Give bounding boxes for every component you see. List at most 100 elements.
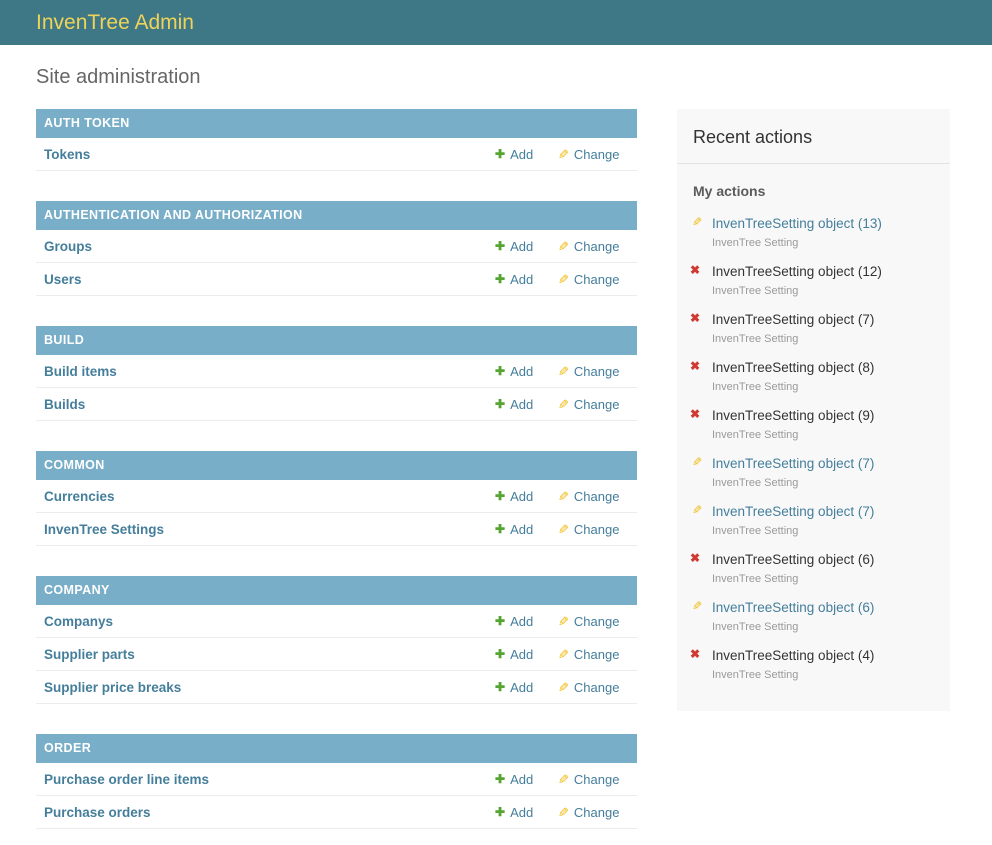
plus-icon: ✚ [495,364,506,378]
change-link[interactable]: ✎ Change [558,397,621,412]
model-link[interactable]: Companys [44,613,114,629]
model-row: Companys ✚ Add ✎ Change [36,605,637,638]
add-link-label: Add [510,613,534,629]
module-rows: Currencies ✚ Add ✎ Change InvenTree Settin… [36,480,637,546]
change-link-label: Change [573,646,620,662]
change-link[interactable]: ✎ Change [558,680,621,695]
change-link[interactable]: ✎ Change [558,805,621,820]
add-link-label: Add [510,488,534,504]
add-link-label: Add [510,146,534,162]
model-link[interactable]: Users [44,271,82,287]
model-link[interactable]: Tokens [44,146,91,162]
add-link[interactable]: ✚ Add [495,680,536,695]
pencil-icon: ✎ [692,455,703,469]
model-link[interactable]: Groups [44,238,93,254]
row-actions: ✚ Add ✎ Change [495,614,637,629]
add-link[interactable]: ✚ Add [495,239,536,254]
change-link-label: Change [573,679,620,695]
change-link-label: Change [573,488,620,504]
plus-icon: ✚ [495,272,506,286]
row-actions: ✚ Add ✎ Change [495,522,637,537]
change-link-label: Change [573,521,620,537]
app-module: AUTH TOKEN Tokens ✚ Add ✎ Change [36,109,637,171]
change-link[interactable]: ✎ Change [558,614,621,629]
pencil-icon: ✎ [558,613,569,629]
model-link[interactable]: InvenTree Settings [44,521,165,537]
model-link[interactable]: Supplier parts [44,646,135,662]
model-link[interactable]: Supplier price breaks [44,679,182,695]
recent-action-meta: InvenTree Setting [712,621,799,633]
change-link[interactable]: ✎ Change [558,772,621,787]
recent-action-item: ✖ InvenTreeSetting object (9) InvenTree … [690,407,934,441]
recent-action-link[interactable]: InvenTreeSetting object (6) [712,600,875,615]
change-link[interactable]: ✎ Change [558,272,621,287]
app-module: AUTHENTICATION AND AUTHORIZATION Groups … [36,201,637,296]
pencil-icon: ✎ [558,271,569,287]
pencil-icon: ✎ [558,771,569,787]
delete-icon: ✖ [690,359,701,373]
module-rows: Companys ✚ Add ✎ Change Supplier parts ✚ Ad… [36,605,637,704]
add-link[interactable]: ✚ Add [495,397,536,412]
model-link[interactable]: Builds [44,396,86,412]
delete-icon: ✖ [690,263,701,277]
change-link[interactable]: ✎ Change [558,647,621,662]
row-actions: ✚ Add ✎ Change [495,489,637,504]
recent-action-meta: InvenTree Setting [712,333,799,345]
change-link[interactable]: ✎ Change [558,239,621,254]
add-link[interactable]: ✚ Add [495,147,536,162]
sidebar: Recent actions My actions ✎ InvenTreeSet… [677,109,950,711]
model-link[interactable]: Purchase orders [44,804,151,820]
add-link[interactable]: ✚ Add [495,614,536,629]
add-link[interactable]: ✚ Add [495,522,536,537]
add-link[interactable]: ✚ Add [495,364,536,379]
site-title-link[interactable]: InvenTree Admin [36,10,194,34]
recent-action-link: InvenTreeSetting object (9) [712,408,875,423]
recent-action-link: InvenTreeSetting object (12) [712,264,882,279]
row-actions: ✚ Add ✎ Change [495,147,637,162]
model-row: Currencies ✚ Add ✎ Change [36,480,637,513]
change-link-label: Change [573,271,620,287]
my-actions-heading: My actions [693,183,766,199]
app-header: InvenTree Admin [0,0,992,45]
recent-action-meta: InvenTree Setting [712,285,799,297]
add-link-label: Add [510,679,534,695]
plus-icon: ✚ [495,614,506,628]
add-link[interactable]: ✚ Add [495,772,536,787]
model-link[interactable]: Purchase order line items [44,771,210,787]
recent-action-link[interactable]: InvenTreeSetting object (7) [712,456,875,471]
change-link[interactable]: ✎ Change [558,489,621,504]
row-actions: ✚ Add ✎ Change [495,397,637,412]
pencil-icon: ✎ [558,238,569,254]
pencil-icon: ✎ [558,396,569,412]
plus-icon: ✚ [495,680,506,694]
recent-action-meta: InvenTree Setting [712,573,799,585]
add-link[interactable]: ✚ Add [495,647,536,662]
recent-action-link[interactable]: InvenTreeSetting object (13) [712,216,882,231]
change-link[interactable]: ✎ Change [558,364,621,379]
model-link[interactable]: Currencies [44,488,115,504]
row-actions: ✚ Add ✎ Change [495,772,637,787]
add-link-label: Add [510,271,534,287]
change-link[interactable]: ✎ Change [558,522,621,537]
recent-action-link[interactable]: InvenTreeSetting object (7) [712,504,875,519]
pencil-icon: ✎ [558,363,569,379]
change-link-label: Change [573,396,620,412]
model-link[interactable]: Build items [44,363,117,379]
add-link[interactable]: ✚ Add [495,805,536,820]
recent-action-meta: InvenTree Setting [712,477,799,489]
pencil-icon: ✎ [558,679,569,695]
recent-actions-title: Recent actions [693,127,813,147]
recent-action-item: ✖ InvenTreeSetting object (8) InvenTree … [690,359,934,393]
recent-actions-list: ✎ InvenTreeSetting object (13) InvenTree… [677,215,950,711]
module-caption: AUTH TOKEN [36,109,637,138]
change-link[interactable]: ✎ Change [558,147,621,162]
add-link[interactable]: ✚ Add [495,489,536,504]
pencil-icon: ✎ [692,599,703,613]
model-row: Supplier price breaks ✚ Add ✎ Change [36,671,637,704]
row-actions: ✚ Add ✎ Change [495,364,637,379]
model-row: Tokens ✚ Add ✎ Change [36,138,637,171]
pencil-icon: ✎ [558,146,569,162]
pencil-icon: ✎ [558,521,569,537]
recent-action-item: ✎ InvenTreeSetting object (13) InvenTree… [690,215,934,249]
add-link[interactable]: ✚ Add [495,272,536,287]
